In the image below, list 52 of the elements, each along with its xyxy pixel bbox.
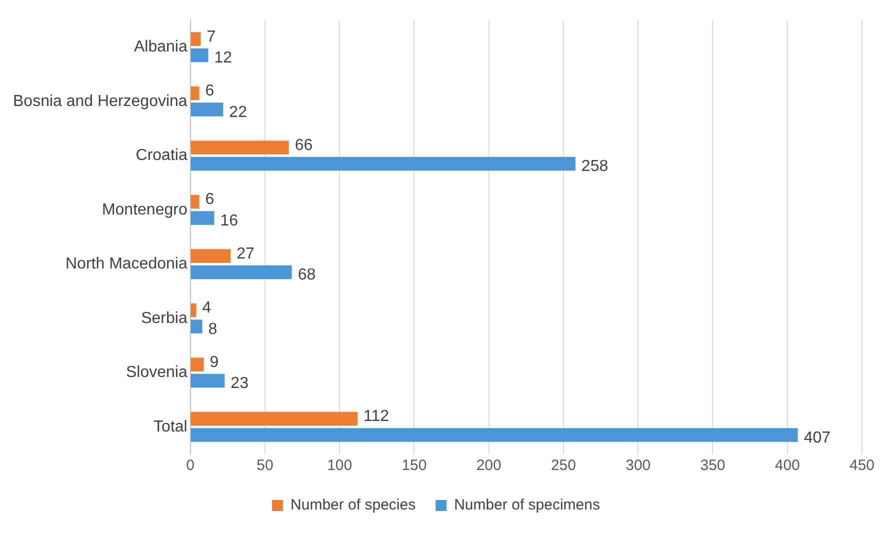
x-tick-label: 300 — [626, 457, 651, 474]
data-label: 258 — [581, 158, 608, 176]
y-tick-label: Slovenia — [126, 364, 188, 382]
data-label: 27 — [236, 245, 255, 262]
data-label: 407 — [804, 429, 831, 446]
bar — [190, 374, 225, 388]
x-tick-label: 200 — [476, 457, 502, 474]
x-tick-label: 150 — [402, 457, 427, 474]
data-label: 16 — [220, 212, 238, 230]
x-tick-label: 450 — [849, 457, 875, 474]
x-tick-label: 250 — [550, 457, 576, 474]
bar — [190, 211, 214, 225]
y-tick-label: North Macedonia — [65, 256, 188, 273]
bar — [190, 32, 201, 46]
bar — [190, 412, 358, 426]
bar — [190, 48, 208, 62]
bar — [190, 140, 289, 154]
data-label: 6 — [205, 191, 214, 208]
data-label: 6 — [205, 82, 214, 100]
bar — [190, 265, 292, 280]
x-tick-label: 400 — [774, 457, 800, 474]
legend-label: Number of species — [290, 496, 416, 514]
data-label: 68 — [298, 266, 316, 284]
x-tick-label: 50 — [256, 457, 274, 474]
y-tick-label: Serbia — [141, 310, 188, 327]
bar — [190, 358, 204, 372]
data-label: 112 — [364, 408, 390, 426]
data-label: 22 — [229, 104, 248, 121]
y-tick-label: Albania — [134, 38, 188, 56]
data-label: 23 — [230, 375, 249, 392]
y-tick-label: Bosnia and Herzegovina — [12, 92, 188, 110]
data-label: 4 — [202, 300, 212, 317]
legend-label: Number of specimens — [454, 496, 600, 514]
x-tick-label: 350 — [700, 457, 726, 474]
data-label: 12 — [214, 50, 232, 67]
bar — [190, 428, 798, 442]
bar — [190, 102, 224, 116]
bar — [190, 320, 202, 334]
x-tick-label: 100 — [327, 457, 352, 474]
bar — [190, 194, 200, 209]
bar — [190, 303, 196, 318]
data-label: 66 — [294, 136, 313, 154]
bar — [190, 249, 231, 263]
bar — [190, 156, 576, 171]
y-tick-label: Montenegro — [102, 201, 188, 218]
data-label: 7 — [206, 28, 216, 46]
y-tick-label: Croatia — [136, 147, 188, 164]
data-label: 8 — [208, 320, 218, 338]
y-tick-label: Total — [154, 418, 188, 436]
data-label: 9 — [210, 354, 219, 371]
bar — [190, 86, 200, 100]
x-tick-label: 0 — [186, 457, 195, 474]
